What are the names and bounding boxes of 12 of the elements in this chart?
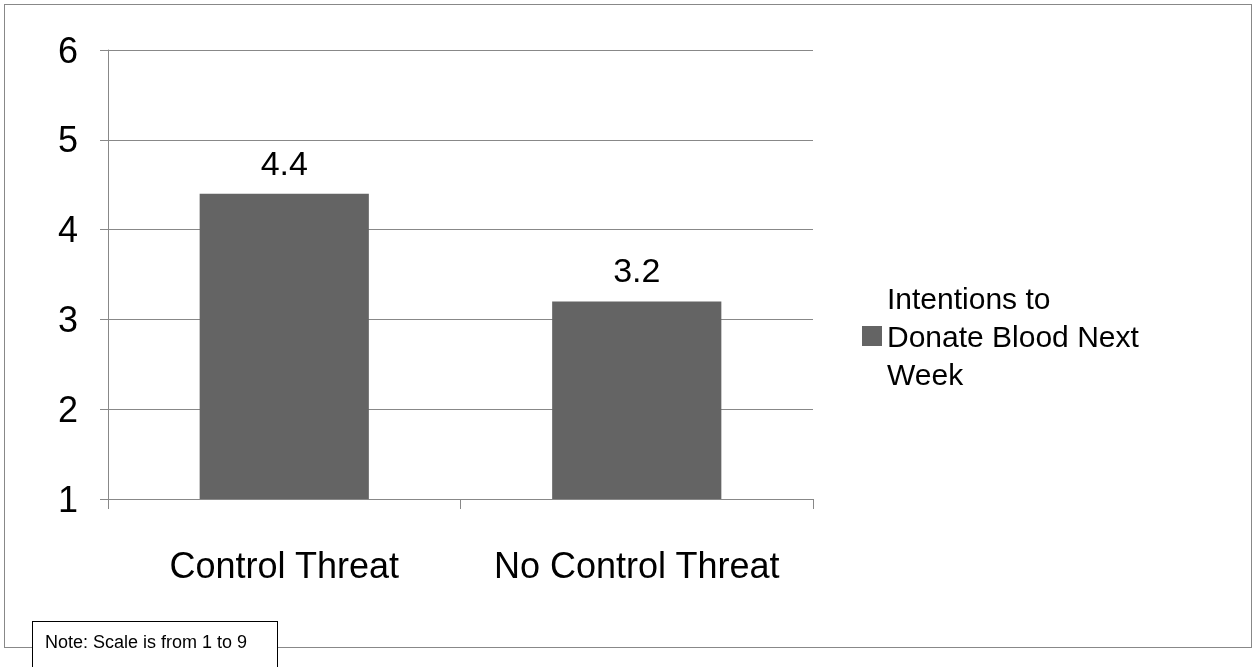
x-tick-label: No Control Threat: [494, 544, 780, 586]
x-tick-label: Control Threat: [169, 544, 399, 586]
y-tick-label: 5: [57, 119, 78, 161]
y-tick-label: 3: [57, 298, 78, 340]
text: Note: Scale is from 1 to 9: [32, 621, 278, 667]
legend-label: Intentions to Donate Blood Next Week: [887, 281, 1148, 391]
data-label: 4.4: [260, 143, 308, 182]
data-label: 3.2: [613, 251, 661, 290]
y-tick-label: 4: [57, 209, 78, 251]
y-tick-label: 6: [57, 29, 78, 71]
y-tick-label: 1: [57, 478, 78, 520]
y-tick-label: 2: [57, 388, 78, 430]
